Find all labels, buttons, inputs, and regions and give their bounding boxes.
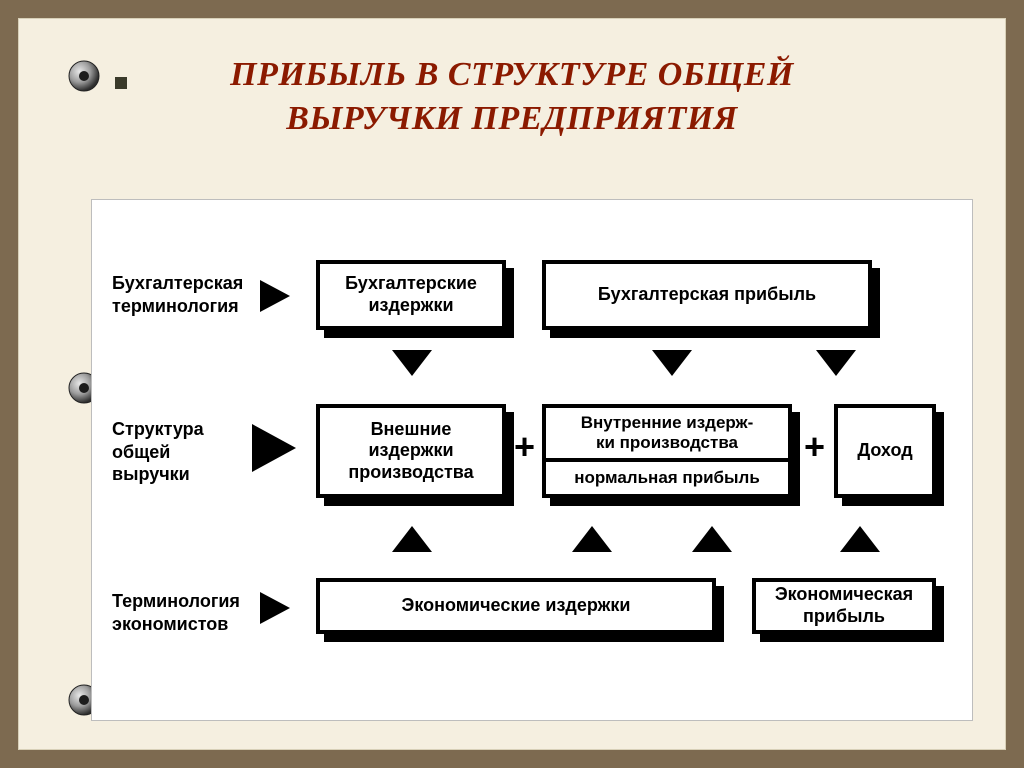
box-income: Доход	[834, 404, 936, 498]
arrow-up-3-icon	[692, 526, 732, 552]
box-external-costs: Внешние издержки производства	[316, 404, 506, 498]
box-internal-costs-text: Внутренние издерж- ки производства	[581, 413, 754, 454]
arrow-down-3-icon	[816, 350, 856, 376]
page-title: ПРИБЫЛЬ В СТРУКТУРЕ ОБЩЕЙ ВЫРУЧКИ ПРЕДПР…	[19, 19, 1005, 141]
box-external-costs-text: Внешние издержки производства	[348, 419, 473, 484]
title-bullet	[115, 77, 127, 89]
arrow-up-1-icon	[392, 526, 432, 552]
arrow-down-1-icon	[392, 350, 432, 376]
inner-panel: ПРИБЫЛЬ В СТРУКТУРЕ ОБЩЕЙ ВЫРУЧКИ ПРЕДПР…	[18, 18, 1006, 750]
box-accounting-costs: Бухгалтерские издержки	[316, 260, 506, 330]
outer-frame: ПРИБЫЛЬ В СТРУКТУРЕ ОБЩЕЙ ВЫРУЧКИ ПРЕДПР…	[0, 0, 1024, 768]
row3-pointer-icon	[260, 592, 290, 624]
row2-label-text: Структура общей выручки	[112, 419, 204, 484]
box-accounting-profit: Бухгалтерская прибыль	[542, 260, 872, 330]
row3-label: Терминология экономистов	[112, 590, 272, 635]
plus-2: +	[804, 426, 825, 468]
title-line2: ВЫРУЧКИ ПРЕДПРИЯТИЯ	[286, 100, 737, 137]
arrow-down-2-icon	[652, 350, 692, 376]
row2-label: Структура общей выручки	[112, 418, 272, 486]
diagram-area: Бухгалтерская терминология Структура общ…	[91, 199, 973, 721]
box-economic-costs-text: Экономические издержки	[402, 595, 631, 617]
box-accounting-profit-text: Бухгалтерская прибыль	[598, 284, 816, 306]
box-economic-profit-text: Экономическая прибыль	[775, 584, 913, 627]
row1-label: Бухгалтерская терминология	[112, 272, 272, 317]
box-accounting-costs-text: Бухгалтерские издержки	[345, 273, 477, 316]
box-internal-costs: Внутренние издерж- ки производства	[542, 404, 792, 460]
row1-label-text: Бухгалтерская терминология	[112, 273, 243, 316]
title-line1: ПРИБЫЛЬ В СТРУКТУРЕ ОБЩЕЙ	[230, 56, 794, 93]
box-normal-profit-text: нормальная прибыль	[574, 468, 760, 488]
row2-pointer-icon	[252, 424, 296, 472]
row1-pointer-icon	[260, 280, 290, 312]
box-economic-profit: Экономическая прибыль	[752, 578, 936, 634]
binder-ring-top	[67, 59, 101, 93]
box-income-text: Доход	[857, 440, 912, 462]
arrow-up-4-icon	[840, 526, 880, 552]
box-normal-profit: нормальная прибыль	[542, 460, 792, 498]
box-economic-costs: Экономические издержки	[316, 578, 716, 634]
row3-label-text: Терминология экономистов	[112, 591, 240, 634]
arrow-up-2-icon	[572, 526, 612, 552]
plus-1: +	[514, 426, 535, 468]
